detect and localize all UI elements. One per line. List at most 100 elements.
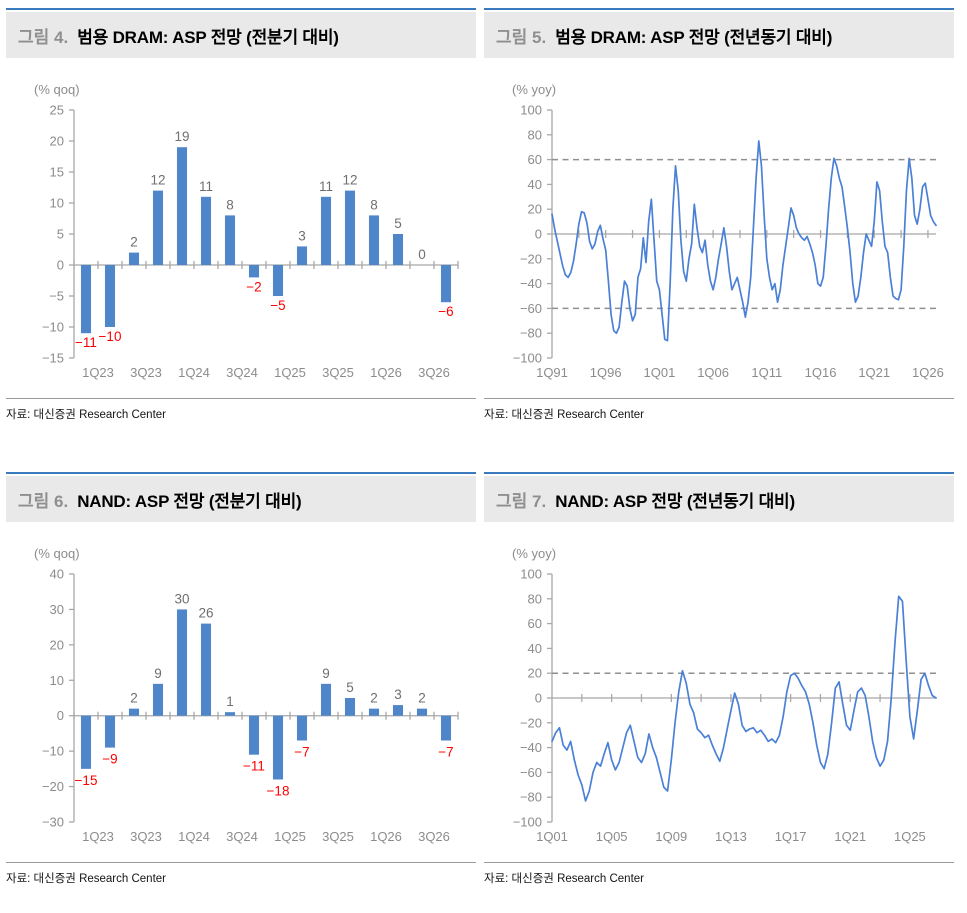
svg-text:−80: −80 — [520, 790, 542, 805]
svg-text:−100: −100 — [513, 815, 542, 830]
svg-text:25: 25 — [50, 103, 64, 118]
svg-text:15: 15 — [50, 165, 64, 180]
svg-text:−7: −7 — [438, 745, 453, 760]
svg-text:3Q25: 3Q25 — [322, 365, 354, 380]
svg-text:−100: −100 — [513, 351, 542, 366]
svg-text:5: 5 — [346, 680, 354, 695]
svg-text:−60: −60 — [520, 765, 542, 780]
figure-title: 범용 DRAM: ASP 전망 (전년동기 대비) — [555, 27, 833, 47]
svg-text:10: 10 — [50, 196, 64, 211]
svg-text:1Q91: 1Q91 — [536, 365, 568, 380]
svg-text:1: 1 — [226, 694, 234, 709]
svg-text:1Q16: 1Q16 — [805, 365, 837, 380]
svg-text:1Q21: 1Q21 — [858, 365, 890, 380]
svg-text:1Q21: 1Q21 — [834, 829, 866, 844]
svg-text:(% yoy): (% yoy) — [512, 82, 556, 97]
svg-text:100: 100 — [520, 567, 542, 582]
svg-text:9: 9 — [154, 666, 162, 681]
figure-top-rule — [484, 472, 954, 474]
svg-text:3Q25: 3Q25 — [322, 829, 354, 844]
svg-text:2: 2 — [418, 691, 426, 706]
figure-header: 그림 5. 범용 DRAM: ASP 전망 (전년동기 대비) — [484, 12, 954, 58]
figure-top-rule — [6, 8, 476, 10]
svg-text:1Q26: 1Q26 — [370, 365, 402, 380]
svg-text:1Q25: 1Q25 — [274, 829, 306, 844]
figure-title: NAND: ASP 전망 (전분기 대비) — [77, 491, 302, 511]
svg-text:0: 0 — [57, 258, 64, 273]
svg-text:20: 20 — [528, 666, 542, 681]
svg-text:80: 80 — [528, 591, 542, 606]
svg-text:−11: −11 — [243, 759, 265, 774]
figure-header: 그림 7. NAND: ASP 전망 (전년동기 대비) — [484, 476, 954, 522]
svg-text:19: 19 — [174, 129, 189, 144]
svg-text:30: 30 — [174, 591, 189, 606]
figure-panel-7: 그림 7. NAND: ASP 전망 (전년동기 대비) (% yoy) −100… — [484, 472, 954, 886]
svg-text:−5: −5 — [49, 289, 64, 304]
svg-text:3: 3 — [394, 687, 402, 702]
svg-text:1Q24: 1Q24 — [178, 829, 210, 844]
svg-text:−30: −30 — [42, 815, 64, 830]
figure-source: 자료: 대신증권 Research Center — [6, 398, 476, 422]
svg-text:−6: −6 — [438, 304, 453, 319]
svg-text:−7: −7 — [294, 745, 309, 760]
figures-grid: 그림 4. 범용 DRAM: ASP 전망 (전분기 대비) (% qoq) −1… — [6, 8, 954, 886]
svg-text:40: 40 — [528, 641, 542, 656]
figure-panel-5: 그림 5. 범용 DRAM: ASP 전망 (전년동기 대비) (% yoy) −… — [484, 8, 954, 422]
svg-text:1Q05: 1Q05 — [596, 829, 628, 844]
figure-header: 그림 6. NAND: ASP 전망 (전분기 대비) — [6, 476, 476, 522]
svg-text:−60: −60 — [520, 301, 542, 316]
svg-text:30: 30 — [50, 602, 64, 617]
figure-top-rule — [484, 8, 954, 10]
svg-text:20: 20 — [50, 134, 64, 149]
svg-text:11: 11 — [199, 179, 213, 194]
svg-text:−10: −10 — [42, 320, 64, 335]
svg-text:0: 0 — [535, 691, 542, 706]
figure-number: 그림 4. — [18, 27, 69, 47]
svg-text:2: 2 — [130, 691, 138, 706]
figure-title: NAND: ASP 전망 (전년동기 대비) — [555, 491, 795, 511]
svg-text:−20: −20 — [520, 715, 542, 730]
figure-top-rule — [6, 472, 476, 474]
svg-text:1Q24: 1Q24 — [178, 365, 210, 380]
figure-source: 자료: 대신증권 Research Center — [484, 398, 954, 422]
svg-text:3Q24: 3Q24 — [226, 829, 258, 844]
svg-text:−10: −10 — [42, 744, 64, 759]
nand-yoy-line-chart: (% yoy) −100 −80 −60 −40 −20 0 20 40 60 80 100 1Q01 1… — [484, 544, 954, 856]
svg-text:1Q26: 1Q26 — [370, 829, 402, 844]
svg-text:−11: −11 — [75, 335, 97, 350]
svg-text:40: 40 — [50, 567, 64, 582]
dram-yoy-line-chart: (% yoy) −100 −80 −60 −40 −20 0 20 40 60 80 100 1Q91 1… — [484, 80, 954, 392]
figure-number: 그림 7. — [496, 491, 547, 511]
svg-text:−9: −9 — [102, 752, 117, 767]
svg-text:(% yoy): (% yoy) — [512, 546, 556, 561]
figure-source: 자료: 대신증권 Research Center — [6, 862, 476, 886]
svg-text:1Q26: 1Q26 — [912, 365, 944, 380]
svg-text:3Q23: 3Q23 — [130, 829, 162, 844]
svg-text:8: 8 — [370, 197, 378, 212]
svg-text:40: 40 — [528, 177, 542, 192]
svg-text:−20: −20 — [520, 251, 542, 266]
svg-text:−20: −20 — [42, 779, 64, 794]
svg-text:10: 10 — [50, 673, 64, 688]
svg-text:2: 2 — [130, 235, 138, 250]
svg-text:9: 9 — [322, 666, 330, 681]
svg-text:3Q24: 3Q24 — [226, 365, 258, 380]
svg-text:1Q96: 1Q96 — [590, 365, 622, 380]
svg-text:0: 0 — [57, 708, 64, 723]
figure-source: 자료: 대신증권 Research Center — [484, 862, 954, 886]
svg-text:−2: −2 — [246, 279, 261, 294]
nand-qoq-bar-chart: (% qoq) −30 −20 −10 0 10 20 30 40 −15 −9 2 9 30 26 1 −11… — [6, 544, 476, 856]
svg-text:3Q23: 3Q23 — [130, 365, 162, 380]
svg-text:1Q09: 1Q09 — [655, 829, 687, 844]
svg-text:3Q26: 3Q26 — [418, 365, 450, 380]
svg-text:0: 0 — [418, 247, 426, 262]
figure-header: 그림 4. 범용 DRAM: ASP 전망 (전분기 대비) — [6, 12, 476, 58]
figure-panel-4: 그림 4. 범용 DRAM: ASP 전망 (전분기 대비) (% qoq) −1… — [6, 8, 476, 422]
svg-text:100: 100 — [520, 103, 542, 118]
svg-text:1Q23: 1Q23 — [82, 829, 114, 844]
svg-text:−15: −15 — [42, 351, 64, 366]
svg-text:−5: −5 — [270, 298, 285, 313]
svg-text:20: 20 — [50, 637, 64, 652]
figure-number: 그림 5. — [496, 27, 547, 47]
svg-text:(% qoq): (% qoq) — [34, 82, 80, 97]
